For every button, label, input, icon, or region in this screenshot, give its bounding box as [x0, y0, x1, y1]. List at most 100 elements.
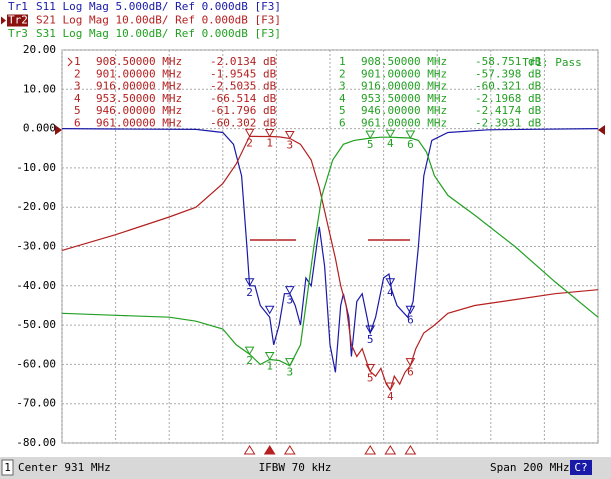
marker-table-value: -61.796 dB [210, 104, 277, 117]
marker-table-value: -66.514 dB [210, 92, 277, 105]
y-tick-label: 10.00 [23, 82, 56, 95]
marker-table-value: -57.398 dB [475, 67, 542, 80]
marker-table-freq: 908.50000 MHz [96, 55, 182, 68]
trace-name: Tr3 [8, 27, 28, 40]
y-tick-label: -30.00 [16, 240, 56, 253]
marker-table-value: -2.1968 dB [475, 92, 542, 105]
cal-box [570, 460, 592, 475]
axis-marker [283, 445, 296, 455]
marker-triangle [244, 278, 255, 287]
marker-table-number: 1 [339, 55, 346, 68]
marker-number: 5 [367, 138, 374, 151]
marker-table-number: 2 [74, 67, 81, 80]
marker-number: 6 [407, 313, 414, 326]
y-tick-label: -50.00 [16, 318, 56, 331]
marker-table-value: -58.751 dB [475, 55, 542, 68]
y-tick-label: -10.00 [16, 161, 56, 174]
marker-table-number: 1 [74, 55, 81, 68]
marker-number: 5 [367, 333, 374, 346]
marker-triangle [385, 382, 396, 392]
trace-line [61, 136, 599, 367]
marker-table-value: -60.321 dB [475, 80, 542, 93]
trace-name: Tr2 [8, 14, 28, 27]
y-tick-label: -60.00 [16, 357, 56, 370]
marker-table-number: 2 [339, 67, 346, 80]
y-tick-label: 20.00 [23, 43, 56, 56]
marker-table-freq: 946.00000 MHz [96, 104, 182, 117]
marker-triangle [405, 305, 416, 315]
marker-number: 4 [387, 286, 394, 299]
y-tick-label: -70.00 [16, 397, 56, 410]
overlay: 23456123456123456Tr2Tr31908.50000 MHz-2.… [67, 55, 542, 455]
limit-test-result: Tr1: Pass [522, 56, 582, 69]
marker-triangle [405, 130, 416, 140]
marker-number: 5 [367, 371, 374, 384]
marker-table-freq: 946.00000 MHz [361, 104, 447, 117]
marker-table-number: 3 [339, 80, 346, 93]
marker-table-freq: 953.50000 MHz [96, 92, 182, 105]
marker-triangle [244, 128, 255, 138]
marker-number: 2 [246, 136, 253, 149]
marker-table-value: -1.9545 dB [210, 67, 277, 80]
marker-table-value: -60.302 dB [210, 117, 277, 130]
marker-table-freq: 916.00000 MHz [361, 80, 447, 93]
y-tick-label: 0.000 [23, 122, 56, 135]
marker-table-freq: 901.00000 MHz [361, 67, 447, 80]
traces [61, 128, 599, 392]
marker-triangle [284, 358, 295, 367]
channel: 1 [4, 461, 11, 474]
marker-table-freq: 901.00000 MHz [96, 67, 182, 80]
marker-table-value: -2.3931 dB [475, 117, 542, 130]
marker-number: 2 [246, 286, 253, 299]
trace-line [61, 135, 599, 392]
y-tick-label: -40.00 [16, 279, 56, 292]
marker-triangle [365, 130, 376, 140]
marker-table-number: 6 [339, 117, 346, 130]
marker-table-value: -2.4174 dB [475, 104, 542, 117]
cal-status: C? [574, 461, 587, 474]
marker-number: 3 [286, 294, 293, 307]
axis-marker [263, 445, 276, 455]
active-marker-arrow [67, 57, 73, 67]
span: Span 200 MHz [490, 461, 569, 474]
marker-triangle [405, 358, 416, 367]
marker-table-number: 3 [74, 80, 81, 93]
marker-number: 3 [286, 366, 293, 379]
marker-table-number: 5 [339, 104, 346, 117]
ifbw: IFBW 70 kHz [259, 461, 332, 474]
marker-triangle [284, 286, 295, 295]
axis-marker [243, 445, 256, 455]
marker-table-freq: 961.00000 MHz [361, 117, 447, 130]
marker-table-number: 6 [74, 117, 81, 130]
y-tick-label: -20.00 [16, 200, 56, 213]
trace-line [61, 128, 599, 373]
marker-table-freq: 908.50000 MHz [361, 55, 447, 68]
marker-triangle [385, 278, 396, 287]
marker-triangle [365, 363, 376, 373]
marker-number: 1 [266, 359, 273, 372]
marker-number: 6 [407, 138, 414, 151]
marker-triangle [365, 325, 376, 334]
marker-table-freq: 961.00000 MHz [96, 117, 182, 130]
status-bar [0, 457, 611, 479]
channel-box [1, 459, 14, 476]
marker-table-number: 5 [74, 104, 81, 117]
marker-triangle [264, 305, 275, 315]
trace-setting: S31 Log Mag 10.00dB/ Ref 0.000dB [F3] [36, 27, 281, 40]
trace-setting: S21 Log Mag 10.00dB/ Ref 0.000dB [F3] [36, 14, 281, 27]
marker-triangle [284, 130, 295, 140]
marker-table-freq: 953.50000 MHz [361, 92, 447, 105]
marker-table-value: -2.0134 dB [210, 55, 277, 68]
y-tick-label: -80.00 [16, 436, 56, 449]
marker-table-value: -2.5035 dB [210, 80, 277, 93]
marker-triangle [244, 346, 255, 356]
marker-triangle [385, 129, 396, 139]
marker-number: 3 [286, 138, 293, 151]
trace-name: Tr1 [8, 0, 28, 13]
axis-marker [404, 445, 417, 455]
marker-number: 1 [266, 137, 273, 150]
center-freq: Center 931 MHz [18, 461, 111, 474]
axis-marker [384, 445, 397, 455]
marker-table-number: 4 [339, 92, 346, 105]
